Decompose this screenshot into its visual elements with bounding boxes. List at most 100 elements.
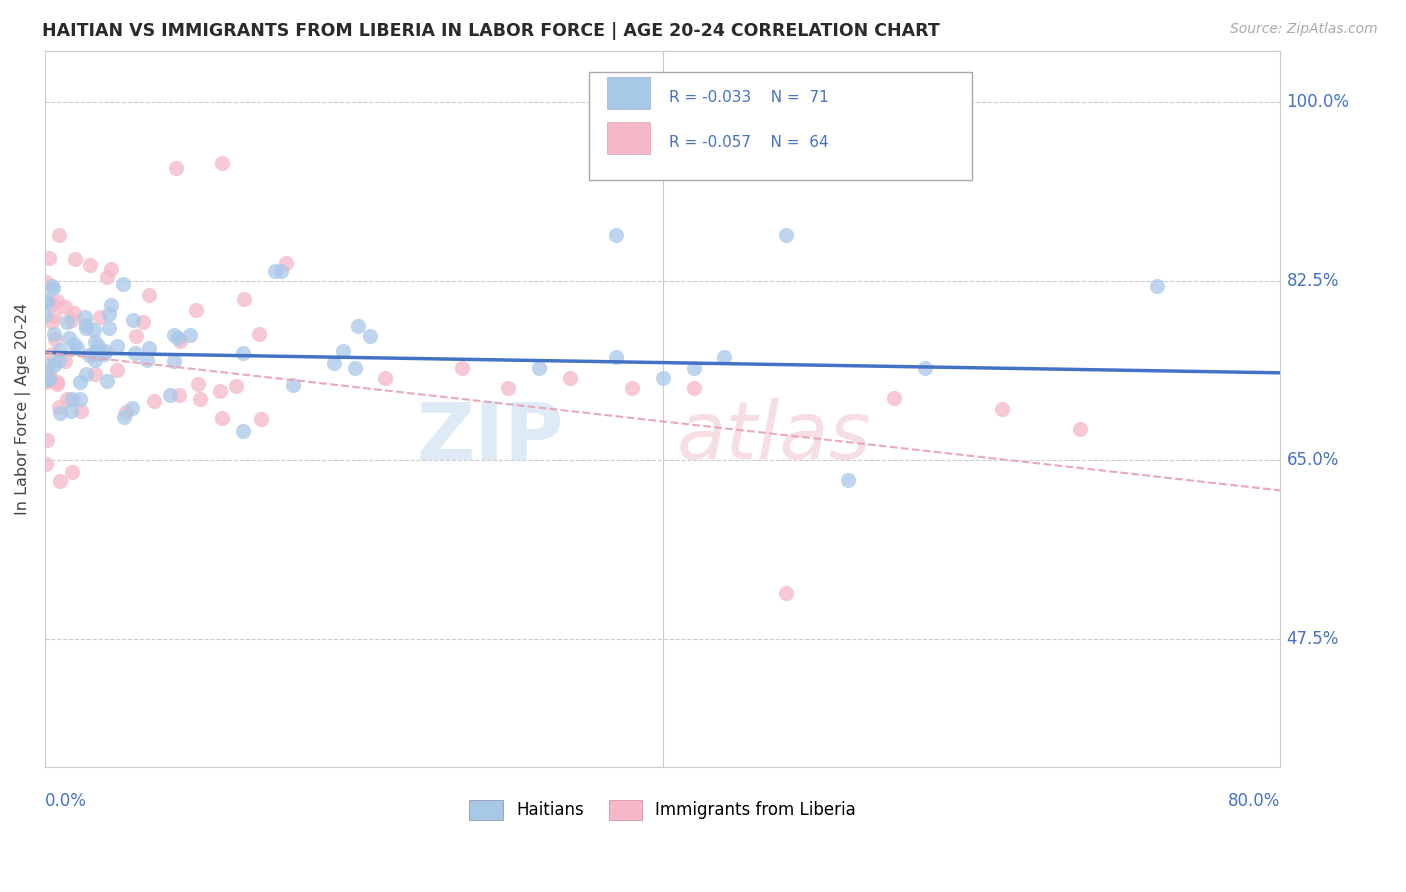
Point	[42, 280, 65, 294]
Point	[56, 315, 79, 329]
Point	[42, 358, 65, 372]
Point	[332, 344, 354, 359]
Point	[60, 466, 83, 480]
Point	[914, 360, 936, 375]
Point	[713, 351, 735, 365]
Point	[605, 351, 627, 365]
Point	[775, 227, 797, 242]
Point	[42, 309, 65, 323]
Point	[163, 354, 186, 368]
Point	[605, 227, 627, 242]
Point	[98, 307, 121, 321]
Point	[775, 585, 797, 599]
Point	[84, 334, 107, 349]
Point	[87, 346, 110, 360]
Point	[527, 360, 550, 375]
Point	[163, 327, 186, 342]
Point	[46, 376, 69, 390]
Point	[187, 376, 209, 391]
Point	[35, 375, 58, 389]
Point	[35, 371, 58, 385]
Point	[60, 392, 83, 406]
Point	[41, 346, 63, 360]
Point	[96, 374, 118, 388]
Point	[49, 475, 72, 489]
Point	[124, 346, 146, 360]
Point	[143, 394, 166, 409]
Point	[63, 305, 86, 319]
Y-axis label: In Labor Force | Age 20-24: In Labor Force | Age 20-24	[15, 302, 31, 515]
Point	[682, 381, 704, 395]
Point	[105, 339, 128, 353]
Point	[496, 381, 519, 395]
Point	[343, 360, 366, 375]
FancyBboxPatch shape	[589, 72, 972, 179]
Point	[75, 321, 97, 335]
Point	[112, 410, 135, 425]
Point	[48, 400, 70, 414]
FancyBboxPatch shape	[607, 77, 651, 110]
Point	[138, 341, 160, 355]
FancyBboxPatch shape	[607, 122, 651, 154]
Point	[165, 161, 187, 176]
Point	[38, 365, 60, 379]
Point	[322, 356, 344, 370]
Point	[38, 251, 60, 265]
Point	[34, 308, 56, 322]
Text: R = -0.057    N =  64: R = -0.057 N = 64	[669, 135, 828, 150]
Point	[69, 376, 91, 390]
Text: atlas: atlas	[676, 398, 872, 476]
Point	[121, 401, 143, 415]
Point	[558, 371, 581, 385]
Point	[179, 328, 201, 343]
Point	[89, 310, 111, 324]
Point	[347, 319, 370, 334]
Point	[111, 277, 134, 292]
Point	[93, 347, 115, 361]
Point	[38, 359, 60, 373]
Point	[69, 392, 91, 407]
Point	[374, 371, 396, 385]
Point	[283, 377, 305, 392]
Point	[83, 352, 105, 367]
Point	[98, 321, 121, 335]
Point	[94, 344, 117, 359]
Legend: Haitians, Immigrants from Liberia: Haitians, Immigrants from Liberia	[463, 794, 863, 826]
Point	[41, 315, 63, 329]
Point	[450, 360, 472, 375]
Point	[53, 353, 76, 368]
Point	[35, 293, 58, 307]
Point	[70, 404, 93, 418]
Point	[39, 372, 62, 386]
Point	[270, 264, 292, 278]
Point	[138, 288, 160, 302]
Point	[83, 367, 105, 381]
Point	[211, 410, 233, 425]
Point	[35, 295, 58, 310]
Point	[233, 292, 256, 306]
Point	[167, 387, 190, 401]
Point	[60, 404, 83, 418]
Point	[55, 392, 77, 406]
Point	[58, 331, 80, 345]
Point	[122, 313, 145, 327]
Point	[100, 297, 122, 311]
Point	[49, 343, 72, 357]
Text: R = -0.033    N =  71: R = -0.033 N = 71	[669, 90, 828, 104]
Point	[44, 327, 66, 342]
Point	[80, 346, 103, 360]
Point	[75, 318, 97, 332]
Point	[35, 458, 58, 472]
Point	[75, 368, 97, 382]
Point	[208, 384, 231, 398]
Point	[169, 334, 191, 348]
Text: 100.0%: 100.0%	[1286, 93, 1350, 111]
Point	[37, 433, 59, 447]
Point	[84, 345, 107, 359]
Point	[73, 310, 96, 324]
Point	[77, 348, 100, 362]
Point	[232, 346, 254, 360]
Point	[100, 262, 122, 277]
Point	[38, 372, 60, 386]
Point	[42, 296, 65, 310]
